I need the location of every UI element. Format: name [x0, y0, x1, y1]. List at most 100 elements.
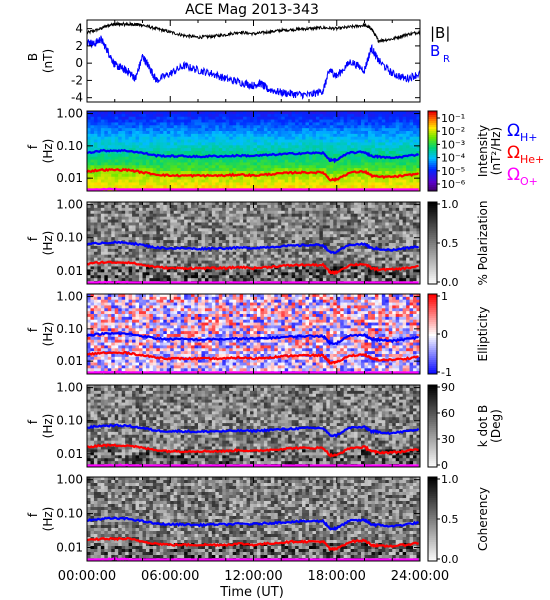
spectrogram-cell — [260, 257, 265, 261]
spectrogram-cell — [232, 260, 237, 264]
spectrogram-cell — [166, 113, 171, 118]
spectrogram-cell — [291, 131, 296, 135]
spectrogram-cell — [270, 119, 275, 123]
spectrogram-cell — [132, 222, 136, 226]
spectrogram-cell — [173, 263, 178, 267]
spectrogram-cell — [319, 165, 324, 169]
spectrogram-cell — [260, 176, 265, 180]
spectrogram-cell — [413, 145, 417, 149]
spectrogram-cell — [357, 179, 362, 183]
spectrogram-cell — [381, 113, 386, 118]
spectrogram-cell — [229, 133, 234, 138]
spectrogram-cell — [111, 139, 116, 143]
spectrogram-cell — [329, 162, 334, 166]
spectrogram-cell — [239, 176, 244, 180]
spectrogram-cell — [246, 204, 251, 209]
spectrogram-cell — [256, 113, 261, 118]
spectrogram-cell — [409, 142, 414, 146]
spectrogram-cell — [256, 222, 261, 226]
spectrogram-cell — [139, 251, 143, 256]
spectrogram-cell — [232, 159, 237, 163]
spectrogram-cell — [132, 148, 136, 152]
spectrogram-cell — [191, 159, 195, 163]
spectrogram-cell — [295, 148, 299, 152]
spectrogram-cell — [225, 119, 230, 123]
spectrogram-cell — [87, 165, 91, 169]
spectrogram-cell — [312, 275, 317, 279]
spectrogram-cell — [263, 269, 268, 273]
spectrogram-cell — [336, 113, 341, 118]
spectrogram-cell — [232, 219, 237, 223]
spectrogram-cell — [135, 128, 140, 132]
spectrogram-cell — [319, 266, 324, 270]
spectrogram-cell — [135, 162, 140, 166]
spectrogram-cell — [340, 272, 345, 276]
spectrogram-cell — [395, 171, 400, 175]
spectrogram-cell — [326, 142, 331, 146]
spectrogram-cell — [409, 113, 414, 118]
spectrogram-cell — [288, 176, 293, 180]
spectrogram-cell — [329, 151, 334, 155]
spectrogram-cell — [312, 234, 317, 238]
spectrogram-cell — [409, 148, 414, 152]
spectrogram-cell — [139, 156, 143, 160]
spectrogram-cell — [340, 213, 345, 218]
spectrogram-cell — [184, 136, 188, 140]
spectrogram-cell — [93, 278, 98, 282]
spectrogram-cell — [104, 116, 109, 120]
spectrogram-cell — [312, 139, 317, 143]
spectrogram-cell — [142, 176, 147, 180]
spectrogram-cell — [107, 179, 112, 183]
spectrogram-cell — [159, 119, 164, 123]
colorbar-segment — [428, 153, 437, 156]
spectrogram-cell — [361, 133, 365, 138]
spectrogram-cell — [159, 128, 164, 132]
spectrogram-cell — [381, 136, 386, 140]
spectrogram-cell — [263, 171, 268, 175]
spectrogram-cell — [201, 254, 206, 259]
spectrogram-cell — [288, 142, 293, 146]
spectrogram-cell — [256, 231, 261, 235]
spectrogram-cell — [260, 128, 265, 132]
spectrogram-cell — [118, 179, 123, 183]
spectrogram-cell — [159, 142, 164, 146]
spectrogram-cell — [184, 139, 188, 143]
spectrogram-cell — [243, 225, 247, 229]
spectrogram-cell — [354, 113, 358, 118]
spectrogram-cell — [177, 145, 182, 149]
spectrogram-cell — [333, 116, 338, 120]
spectrogram-cell — [152, 119, 157, 123]
spectrogram-cell — [208, 151, 213, 155]
spectrogram-cell — [166, 231, 171, 235]
spectrogram-cell — [322, 148, 327, 152]
spectrogram-cell — [315, 173, 320, 178]
spectrogram-cell — [152, 240, 157, 244]
spectrogram-cell — [253, 125, 258, 129]
spectrogram-cell — [284, 142, 289, 146]
spectrogram-cell — [277, 257, 282, 261]
spectrogram-cell — [118, 237, 123, 241]
spectrogram-cell — [288, 257, 293, 261]
spectrogram-cell — [309, 228, 313, 232]
spectrogram-cell — [277, 156, 282, 160]
spectrogram-cell — [97, 266, 102, 270]
spectrogram-cell — [270, 142, 275, 146]
spectrogram-cell — [406, 116, 410, 120]
spectrogram-cell — [364, 159, 369, 163]
spectrogram-cell — [149, 254, 154, 259]
spectrogram-cell — [149, 278, 154, 282]
spectrogram-cell — [239, 122, 244, 126]
spectrogram-cell — [340, 269, 345, 273]
spectrogram-cell — [274, 210, 279, 215]
spectrogram-cell — [236, 202, 241, 206]
spectrogram-cell — [374, 128, 379, 132]
spectrogram-cell — [354, 111, 358, 115]
spectrogram-cell — [191, 156, 195, 160]
spectrogram-cell — [315, 257, 320, 261]
spectrogram-cell — [156, 125, 161, 129]
spectrogram-cell — [340, 139, 345, 143]
spectrogram-cell — [267, 148, 272, 152]
spectrogram-cell — [222, 116, 227, 120]
spectrogram-cell — [336, 116, 341, 120]
spectrogram-cell — [191, 222, 195, 226]
